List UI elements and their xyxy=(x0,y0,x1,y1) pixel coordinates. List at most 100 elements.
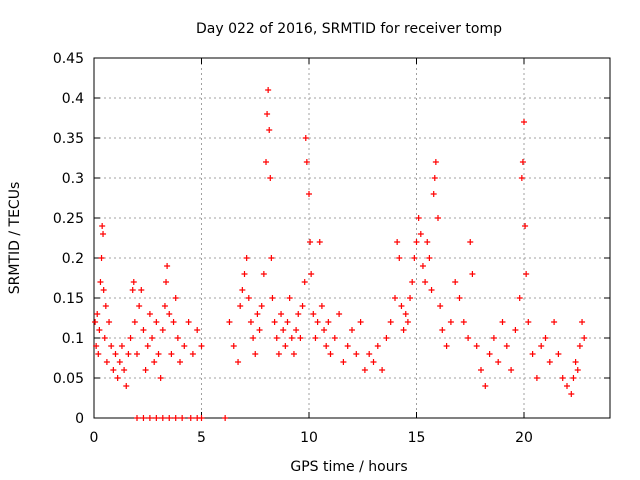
data-point xyxy=(495,359,502,365)
data-point xyxy=(155,351,162,357)
data-point xyxy=(316,239,323,245)
data-point xyxy=(426,255,433,261)
data-point xyxy=(366,351,373,357)
data-point xyxy=(374,343,381,349)
data-point xyxy=(235,359,242,365)
data-point xyxy=(252,351,259,357)
plot-frame xyxy=(93,57,611,419)
data-point xyxy=(103,359,110,365)
data-point xyxy=(467,239,474,245)
data-point xyxy=(478,367,484,373)
data-point xyxy=(263,159,269,165)
data-point xyxy=(407,295,414,301)
data-point xyxy=(323,343,330,349)
data-point xyxy=(430,191,437,197)
data-point xyxy=(125,351,132,357)
data-point xyxy=(96,327,103,333)
data-point xyxy=(172,295,179,301)
data-point xyxy=(108,343,115,349)
data-point xyxy=(153,415,160,421)
y-tick-label: 0.05 xyxy=(53,371,84,387)
y-tick-labels: 0 0.05 0.1 0.15 0.2 0.25 0.3 0.35 0.4 0.45 xyxy=(53,51,84,427)
data-point xyxy=(431,175,438,181)
data-point xyxy=(570,375,577,381)
data-point xyxy=(163,279,170,285)
data-point xyxy=(179,415,186,421)
data-point xyxy=(302,135,309,141)
data-point xyxy=(106,319,113,325)
data-point xyxy=(273,335,280,341)
data-point xyxy=(312,335,319,341)
data-point xyxy=(383,335,390,341)
data-point xyxy=(533,375,540,381)
data-point xyxy=(258,303,265,309)
data-point xyxy=(146,311,153,317)
data-point xyxy=(172,415,179,421)
x-axis-label: GPS time / hours xyxy=(290,459,407,475)
data-point xyxy=(413,239,420,245)
data-point xyxy=(307,239,314,245)
data-point xyxy=(198,415,205,421)
data-point xyxy=(321,327,328,333)
data-point xyxy=(278,311,285,317)
data-point xyxy=(508,367,515,373)
data-point xyxy=(222,415,229,421)
data-point xyxy=(318,303,325,309)
data-point xyxy=(174,335,181,341)
data-point xyxy=(525,319,532,325)
data-point xyxy=(516,295,523,301)
data-point xyxy=(392,295,398,301)
data-point xyxy=(230,343,237,349)
data-point xyxy=(415,215,422,221)
data-point xyxy=(519,159,526,165)
data-point xyxy=(310,311,317,317)
data-point xyxy=(256,327,263,333)
data-point xyxy=(194,327,201,333)
data-point xyxy=(469,271,476,277)
data-point xyxy=(349,327,355,333)
data-point xyxy=(521,119,527,125)
y-tick-label: 0.35 xyxy=(53,131,84,147)
x-tick-labels: 0 5 10 15 20 xyxy=(90,430,533,446)
data-point xyxy=(572,359,579,365)
data-point xyxy=(239,287,246,293)
data-point xyxy=(308,271,315,277)
data-point xyxy=(153,319,160,325)
data-point xyxy=(102,303,109,309)
data-point xyxy=(327,351,334,357)
data-point xyxy=(424,239,431,245)
data-point xyxy=(151,359,158,365)
data-point xyxy=(411,255,418,261)
data-point xyxy=(112,351,119,357)
data-point xyxy=(168,351,175,357)
data-point xyxy=(559,375,566,381)
y-tick-label: 0.25 xyxy=(53,211,84,227)
data-point xyxy=(439,327,446,333)
data-point xyxy=(301,279,308,285)
data-point xyxy=(92,319,99,325)
data-point xyxy=(325,319,332,325)
data-point xyxy=(576,343,583,349)
data-point xyxy=(267,175,274,181)
data-point xyxy=(159,327,166,333)
tick-marks xyxy=(93,57,610,419)
data-point xyxy=(564,383,570,389)
data-point xyxy=(98,255,105,261)
x-tick-label: 10 xyxy=(300,430,318,446)
data-point xyxy=(357,319,364,325)
data-point xyxy=(93,343,100,349)
data-point xyxy=(140,415,147,421)
data-point xyxy=(518,175,525,181)
data-point xyxy=(170,319,177,325)
y-tick-label: 0.15 xyxy=(53,291,84,307)
data-point xyxy=(275,351,282,357)
data-point xyxy=(95,351,102,357)
data-point xyxy=(121,367,128,373)
data-point xyxy=(189,351,196,357)
data-point xyxy=(551,319,558,325)
data-point xyxy=(503,343,510,349)
data-point xyxy=(157,375,164,381)
data-point xyxy=(269,295,276,301)
data-point xyxy=(123,383,130,389)
data-point xyxy=(280,327,287,333)
